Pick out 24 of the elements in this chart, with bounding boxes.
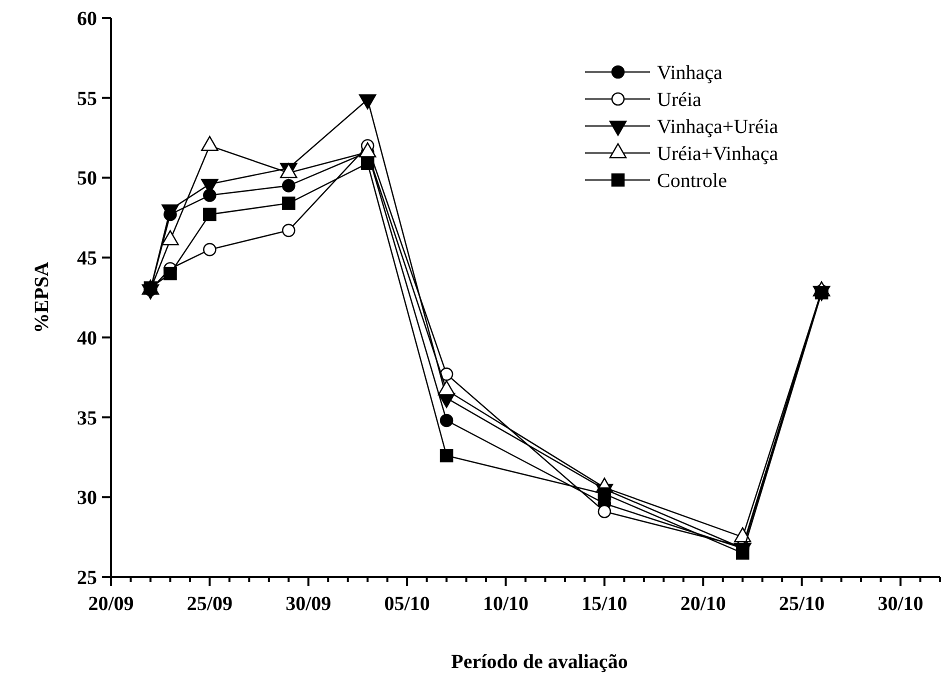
y-tick-label: 60 [77,8,97,30]
x-tick-label: 15/10 [582,593,628,615]
legend-label: Vinhaça [657,62,723,84]
y-tick-label: 30 [77,487,97,510]
legend-label: Uréia [657,89,702,111]
y-tick-label: 40 [77,327,97,350]
x-axis-title: Período de avaliação [451,651,628,673]
y-axis-title: %EPSA [31,261,53,334]
y-tick-label: 50 [77,168,97,190]
legend-label: Controle [657,170,728,192]
x-tick-label: 20/09 [88,593,134,615]
y-tick-label: 55 [77,88,97,110]
x-tick-label: 30/10 [878,593,924,615]
x-tick-label: 25/10 [779,593,825,615]
x-tick-label: 05/10 [384,593,430,615]
x-tick-label: 20/10 [680,593,726,615]
legend-label: Vinhaça+Uréia [657,116,778,138]
x-tick-label: 10/10 [482,593,529,615]
y-tick-label: 45 [77,248,97,270]
legend-label: Uréia+Vinhaça [657,143,778,165]
x-tick-label: 25/09 [186,593,232,615]
x-tick-label: 30/09 [286,593,332,615]
y-tick-label: 25 [77,567,97,589]
y-tick-label: 35 [77,407,97,430]
